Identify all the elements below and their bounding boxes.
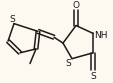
Text: S: S: [65, 59, 70, 68]
Text: S: S: [9, 15, 15, 24]
Text: O: O: [72, 1, 79, 10]
Text: S: S: [89, 72, 95, 81]
Text: NH: NH: [93, 31, 107, 40]
